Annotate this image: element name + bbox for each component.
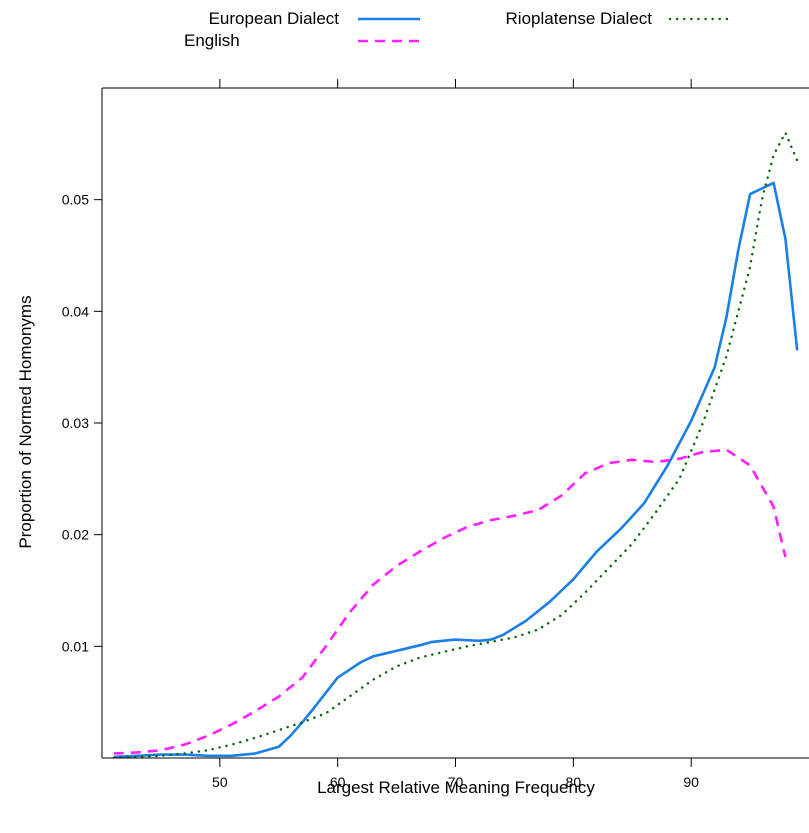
legend-label: English (184, 31, 240, 50)
y-tick-label: 0.02 (62, 527, 89, 543)
x-axis-title: Largest Relative Meaning Frequency (317, 778, 595, 797)
x-tick-label: 70 (448, 774, 464, 790)
y-tick-label: 0.01 (62, 638, 89, 654)
series-line-european-dialect (113, 181, 799, 758)
x-tick-label: 60 (330, 774, 346, 790)
series-line-english (113, 448, 787, 755)
series-line-rioplatense-dialect (112, 131, 799, 758)
y-tick-label: 0.03 (62, 415, 89, 431)
x-tick-label: 90 (683, 774, 699, 790)
legend: European Dialect English Rioplatense Diale… (184, 9, 732, 50)
x-tick-label: 80 (566, 774, 582, 790)
y-tick-label: 0.04 (62, 303, 89, 319)
axes: 50 60 70 80 90 0.01 0.02 0.03 0.04 0.05 (62, 79, 809, 790)
plot-area (112, 131, 799, 758)
y-tick-label: 0.05 (62, 192, 89, 208)
legend-label: European Dialect (209, 9, 340, 28)
y-axis-title: Proportion of Normed Homonyms (16, 295, 35, 548)
x-tick-label: 50 (212, 774, 228, 790)
legend-label: Rioplatense Dialect (506, 9, 653, 28)
